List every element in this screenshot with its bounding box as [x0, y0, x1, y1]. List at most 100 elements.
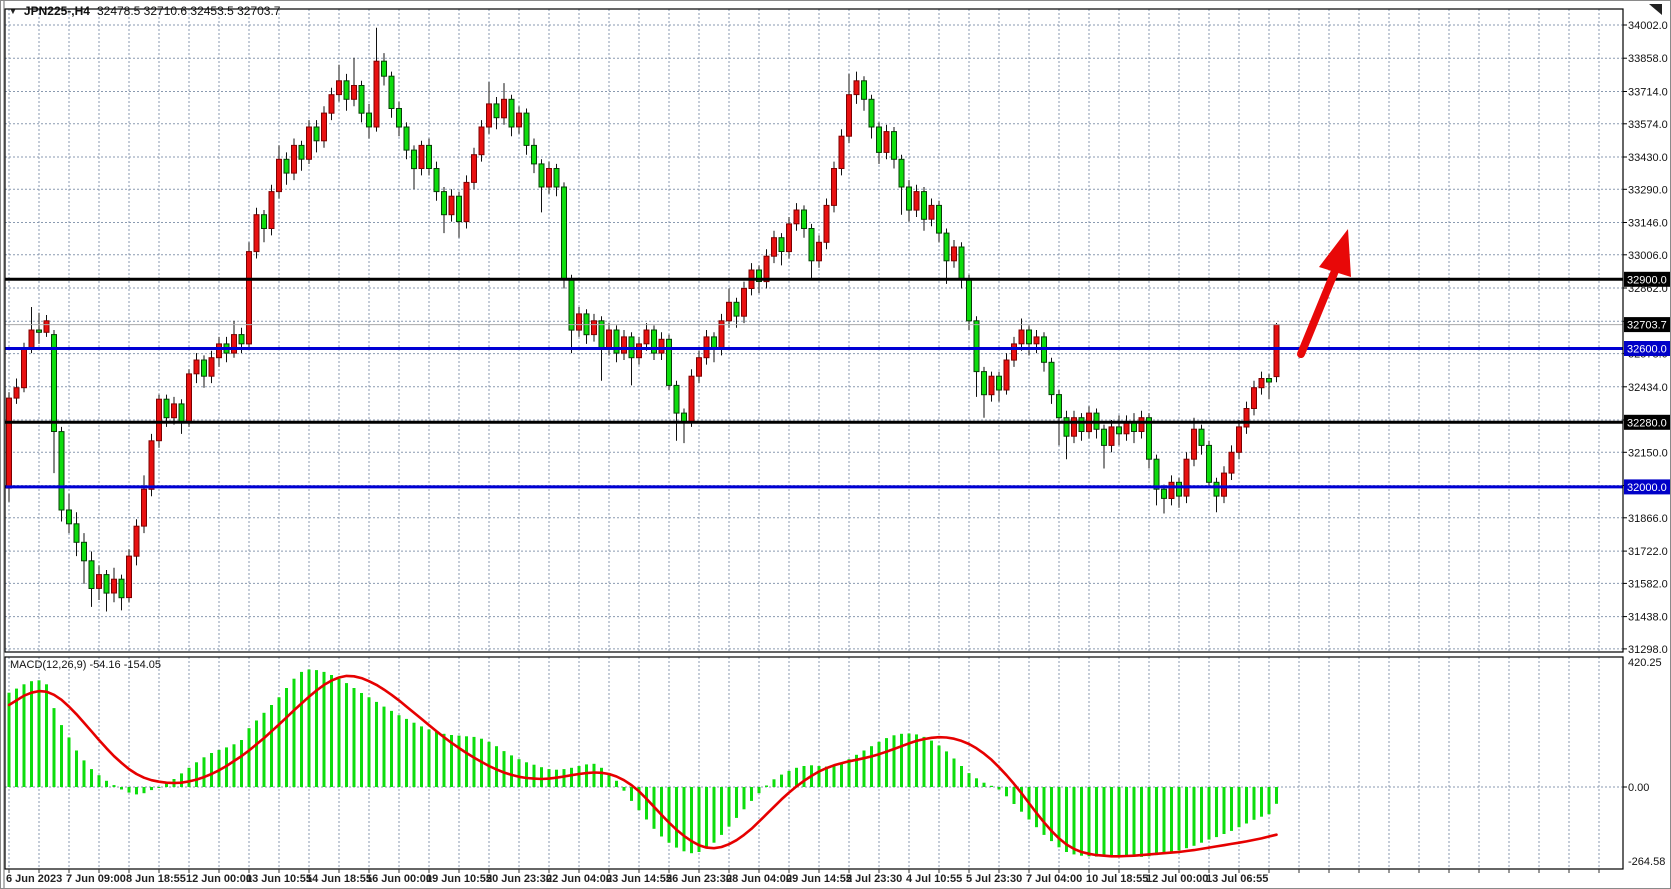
macd-bar: [405, 718, 408, 787]
macd-bar: [420, 726, 423, 787]
macd-bar: [1072, 787, 1076, 855]
macd-bar: [210, 753, 213, 787]
candle-bear: [711, 336, 717, 349]
candle-bear: [1206, 444, 1212, 483]
time-label: 23 Jun 14:55: [606, 873, 672, 885]
candle-bull: [1138, 417, 1145, 433]
macd-bar: [517, 759, 521, 787]
price-pane-border: [4, 8, 1624, 653]
candle-bull: [636, 343, 642, 359]
time-label: 6 Jun 2023: [6, 873, 62, 885]
candle-bear: [381, 60, 387, 77]
candle-bear: [36, 329, 42, 333]
macd-bar: [1095, 787, 1098, 857]
macd-bar: [217, 749, 221, 787]
candle-bull: [951, 246, 957, 262]
candle-bear: [1048, 361, 1055, 396]
candle-bear: [943, 232, 950, 262]
macd-bar: [997, 787, 1001, 790]
macd-bar: [885, 738, 888, 787]
macd-bar: [127, 787, 131, 793]
trend-arrow-annotation[interactable]: [1297, 229, 1351, 358]
macd-bar: [712, 787, 716, 843]
candle-bull: [786, 223, 792, 253]
macd-bar: [195, 762, 198, 787]
time-label: 16 Jun 00:00: [366, 873, 432, 885]
candle-bull: [306, 126, 312, 160]
macd-bar: [1237, 787, 1241, 828]
candle-bull: [1168, 481, 1175, 499]
scroll-to-end-icon[interactable]: [1649, 4, 1662, 15]
candle-bull: [831, 168, 837, 206]
candle-bear: [283, 158, 290, 174]
macd-bar: [97, 775, 101, 787]
macd-bar: [840, 762, 843, 787]
candle-bull: [186, 373, 192, 423]
time-label: 13 Jun 10:55: [246, 873, 312, 885]
macd-axis-label: -264.58: [1628, 856, 1665, 868]
candle-bull: [193, 359, 200, 375]
macd-bar: [1065, 787, 1068, 852]
macd-bar: [960, 766, 963, 787]
macd-bar: [1057, 787, 1061, 848]
candle-bull: [1033, 336, 1040, 345]
macd-bar: [562, 769, 566, 787]
candle-bull: [816, 241, 822, 262]
candle-bear: [1146, 417, 1152, 460]
time-label: 4 Jul 10:55: [906, 873, 962, 885]
macd-bar: [472, 736, 476, 787]
macd-bar: [907, 733, 911, 787]
macd-bar: [1125, 787, 1128, 856]
macd-bar: [45, 684, 48, 787]
time-label: 14 Jun 18:55: [306, 873, 372, 885]
macd-bar: [180, 773, 183, 787]
macd-bar: [757, 787, 761, 794]
candle-bull: [276, 158, 282, 193]
symbol-dropdown-icon[interactable]: ▼: [9, 6, 17, 16]
macd-bar: [7, 692, 11, 787]
candle-bear: [493, 103, 500, 119]
candle-bull: [1251, 387, 1257, 410]
macd-bar: [15, 688, 18, 787]
macd-bar: [1275, 787, 1278, 804]
macd-bar: [1222, 787, 1226, 834]
time-axis: 6 Jun 2023 7 Jun 09:00 8 Jun 18:55 12 Jun 0…: [6, 869, 1600, 885]
macd-bar: [457, 735, 461, 787]
time-label: 29 Jun 14:55: [786, 873, 852, 885]
macd-bar: [1252, 787, 1256, 820]
macd-bar: [750, 787, 753, 801]
macd-bar: [495, 746, 498, 787]
candle-bear: [733, 301, 740, 317]
macd-bar: [112, 785, 116, 787]
macd-bar: [1087, 787, 1091, 857]
macd-bar: [285, 688, 288, 787]
candle-bull: [328, 94, 335, 114]
candle-bull: [1071, 417, 1077, 437]
candle-bull: [658, 338, 665, 354]
candle-bull: [126, 555, 132, 599]
macd-bar: [450, 735, 453, 787]
candle-bear: [426, 144, 432, 169]
candle-bull: [1258, 378, 1265, 389]
macd-bar: [1050, 787, 1053, 842]
time-label: 8 Jun 18:55: [126, 873, 186, 885]
candle-bull: [111, 578, 117, 594]
candle-bull: [516, 112, 522, 128]
candle-bear: [411, 149, 417, 170]
time-label: 13 Jul 06:55: [1206, 873, 1268, 885]
price-badge-32703.7: 32703.7: [1624, 317, 1670, 333]
time-label: 26 Jun 23:30: [666, 873, 732, 885]
candle-bull: [696, 357, 702, 377]
macd-histogram: [7, 669, 1278, 857]
candle-bull: [1018, 329, 1025, 345]
macd-bar: [277, 697, 281, 787]
macd-bar: [525, 762, 528, 787]
macd-pane-border: [4, 656, 1624, 870]
macd-bar: [330, 675, 333, 787]
macd-bar: [510, 755, 513, 787]
candle-bull: [231, 334, 237, 354]
candle-bear: [1101, 428, 1107, 446]
candle-bull: [546, 168, 552, 188]
candle-bear: [1063, 417, 1070, 437]
